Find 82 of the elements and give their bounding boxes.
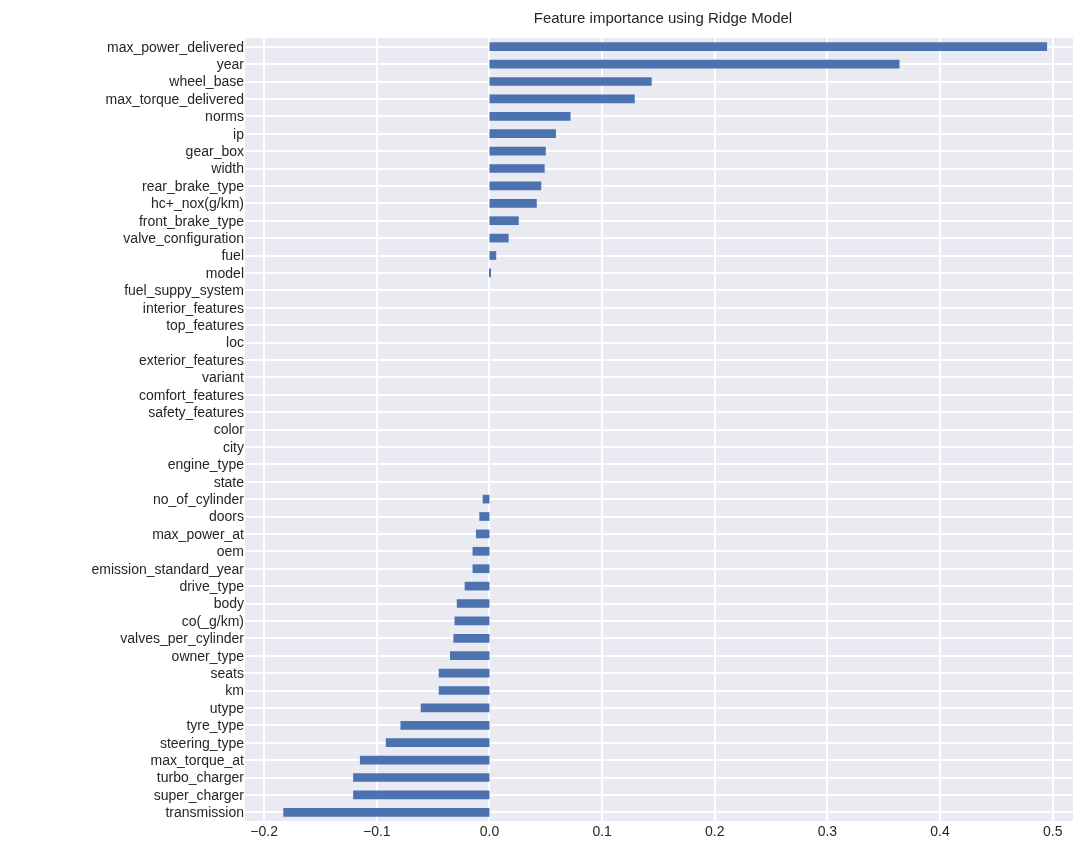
y-tick-label: body — [213, 595, 244, 612]
y-tick-label: km — [225, 682, 244, 699]
x-tick-label: 0.0 — [479, 823, 500, 839]
y-tick-label: super_charger — [153, 786, 245, 803]
y-tick-label: variant — [201, 369, 245, 386]
bar — [385, 738, 490, 748]
y-tick-label: top_features — [166, 317, 244, 333]
bar — [353, 773, 490, 782]
bar — [489, 77, 652, 86]
bar — [489, 59, 900, 69]
bar — [489, 216, 519, 226]
y-tick-label: wheel_base — [168, 73, 245, 90]
bar — [456, 599, 490, 608]
bar — [450, 651, 490, 661]
y-tick-label: width — [210, 160, 244, 177]
y-tick-label: rear_brake_type — [142, 177, 245, 194]
y-tick-label: transmission — [165, 804, 244, 821]
y-tick-label: safety_features — [148, 404, 244, 420]
bar — [353, 790, 490, 800]
bar — [472, 546, 490, 556]
bar — [438, 668, 490, 678]
y-tick-label: tyre_type — [186, 717, 245, 734]
y-tick-label: turbo_charger — [156, 769, 245, 786]
x-tick-label: −0.1 — [362, 823, 391, 839]
y-tick-label: doors — [208, 508, 244, 525]
y-tick-label: seats — [210, 665, 244, 681]
y-tick-label: city — [223, 438, 244, 455]
bar — [489, 233, 509, 243]
y-tick-label: utype — [209, 699, 245, 716]
y-tick-label: fuel — [221, 247, 244, 264]
bar — [472, 564, 490, 574]
chart-title: Feature importance using Ridge Model — [533, 9, 793, 27]
y-tick-label: norms — [205, 108, 244, 125]
y-tick-label: no_of_cylinder — [152, 491, 245, 507]
y-tick-label: color — [213, 421, 245, 438]
x-tick-label: −0.2 — [250, 823, 279, 839]
y-tick-label: fuel_suppy_system — [124, 282, 244, 299]
x-tick-label: 0.3 — [817, 823, 838, 839]
bar — [453, 633, 490, 643]
y-tick-label: oem — [216, 543, 244, 560]
y-tick-label: emission_standard_year — [91, 560, 245, 577]
y-tick-label: exterior_features — [138, 351, 244, 368]
x-tick-label: 0.5 — [1042, 823, 1063, 839]
y-tick-label: hc+_nox(g/km) — [151, 195, 244, 212]
y-tick-label: steering_type — [159, 734, 245, 751]
y-tick-label: loc — [226, 334, 244, 351]
bar — [489, 251, 497, 260]
bar — [489, 42, 1048, 52]
y-tick-label: state — [213, 473, 245, 490]
bar — [438, 686, 490, 695]
y-tick-label: max_torque_at — [150, 752, 245, 768]
y-tick-label: drive_type — [179, 578, 245, 594]
x-tick-label: 0.4 — [930, 823, 951, 839]
y-tick-label: owner_type — [171, 647, 245, 664]
y-tick-label: front_brake_type — [138, 212, 245, 229]
y-tick-label: gear_box — [185, 143, 244, 159]
bar — [489, 146, 546, 156]
bar — [420, 703, 490, 713]
bar — [489, 111, 571, 121]
x-tick-label: 0.2 — [705, 823, 725, 839]
x-tick-label: 0.1 — [592, 823, 613, 839]
y-tick-label: co(_g/km) — [181, 612, 244, 629]
y-tick-label: valve_configuration — [123, 230, 244, 246]
y-tick-label: max_power_delivered — [107, 38, 244, 55]
y-tick-label: model — [205, 264, 244, 281]
bar — [489, 198, 537, 208]
bar — [479, 512, 490, 521]
y-tick-label: valves_per_cylinder — [120, 630, 245, 647]
bar — [400, 720, 490, 730]
y-tick-label: ip — [233, 125, 245, 142]
bar — [283, 807, 490, 817]
y-tick-label: engine_type — [167, 456, 245, 473]
bar — [489, 129, 556, 139]
bar — [489, 164, 545, 173]
bar — [359, 755, 490, 765]
bar — [489, 94, 635, 104]
y-tick-label: interior_features — [142, 299, 244, 316]
bar — [489, 181, 542, 191]
y-tick-label: comfort_features — [138, 386, 244, 403]
y-tick-label: year — [216, 56, 245, 72]
y-tick-label: max_torque_delivered — [105, 90, 244, 107]
y-tick-label: max_power_at — [152, 525, 245, 542]
